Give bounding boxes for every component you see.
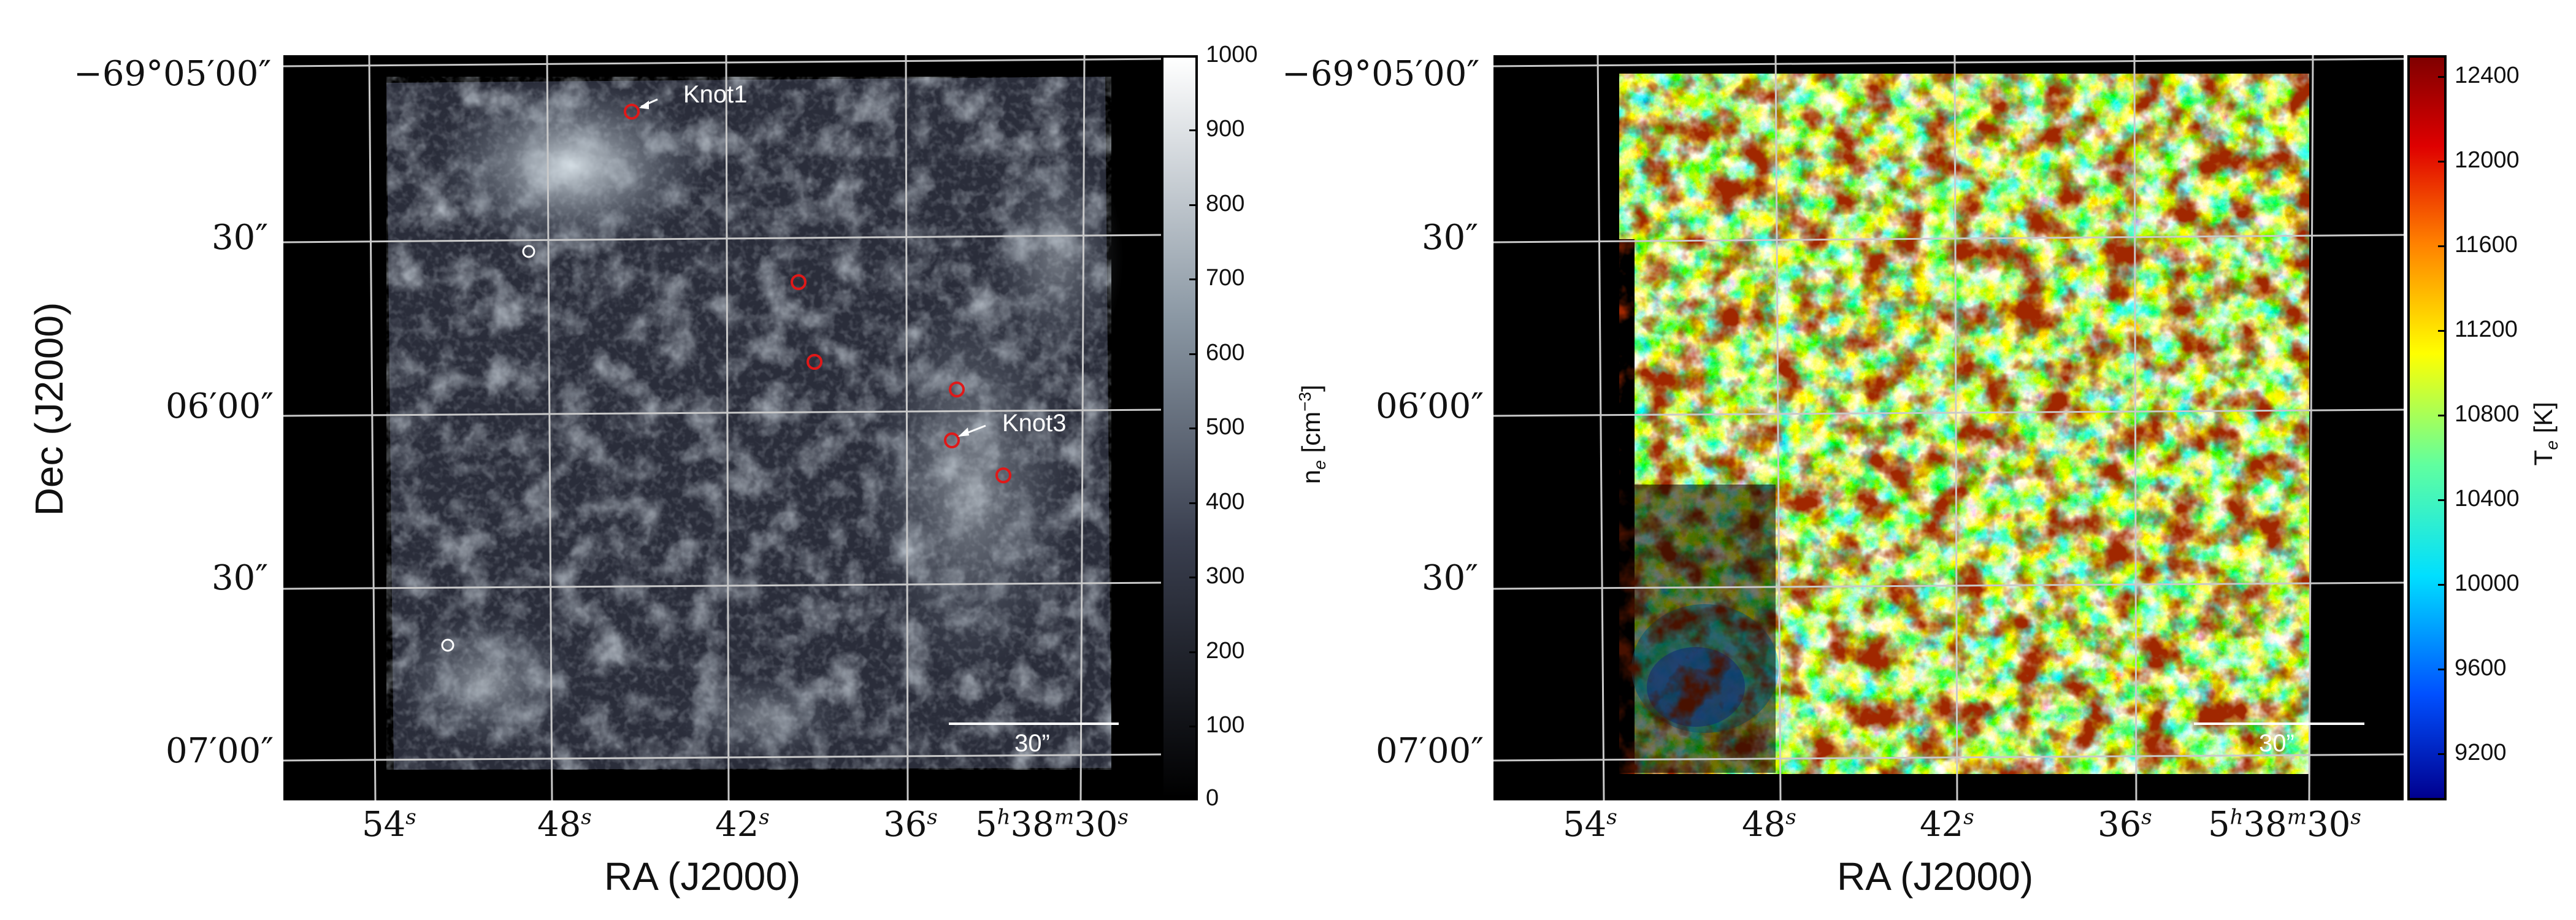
dec-tick-3: 30″ [212, 558, 269, 598]
y-axis-label: Dec (J2000) [27, 302, 71, 516]
ra-tick-54: 54s [362, 805, 416, 845]
x-axis-label-left: RA (J2000) [604, 854, 801, 899]
ra-tick-right-5h38m30: 5h38m30s [2208, 805, 2361, 845]
x-axis-label-right: RA (J2000) [1837, 854, 2034, 899]
knot3-label: Knot3 [1002, 410, 1067, 437]
dec-tick-right-4: 07′00″ [1376, 731, 1484, 771]
dec-tick-right-1: 30″ [1422, 218, 1479, 258]
temperature-colorbar [2407, 55, 2447, 800]
density-colorbar-label: ne [cm−3] [1295, 385, 1330, 485]
ra-tick-right-42: 42s [1920, 805, 1974, 845]
knot3-marker [944, 432, 960, 448]
dec-tick-1: 30″ [212, 218, 269, 258]
ra-tick-right-36: 36s [2098, 805, 2152, 845]
dec-tick-right-2: 06′00″ [1376, 386, 1484, 426]
ra-tick-48: 48s [537, 805, 592, 845]
knot1-label: Knot1 [683, 81, 748, 108]
ra-tick-right-54: 54s [1563, 805, 1617, 845]
density-map-image [283, 55, 1163, 800]
density-map-panel: Knot1 Knot3 30” [283, 55, 1163, 800]
dec-tick-right-0: −69°05′00″ [1282, 54, 1480, 94]
temperature-colorbar-label: Te [K] [2528, 402, 2562, 466]
ra-tick-right-48: 48s [1742, 805, 1796, 845]
temperature-map-panel: 30” [1493, 55, 2404, 800]
ra-tick-42: 42s [715, 805, 770, 845]
dec-tick-0: −69°05′00″ [74, 54, 272, 94]
knot1-marker [624, 104, 640, 120]
ra-tick-36: 36s [883, 805, 938, 845]
scale-bar-label-right: 30” [2259, 730, 2294, 757]
ra-tick-5h38m30: 5h38m30s [975, 805, 1129, 845]
temperature-map-image [1493, 55, 2404, 800]
dec-tick-4: 07′00″ [166, 731, 274, 771]
dec-tick-2: 06′00″ [166, 386, 274, 426]
dec-tick-right-3: 30″ [1422, 558, 1479, 598]
scale-bar-label: 30” [1014, 730, 1050, 757]
